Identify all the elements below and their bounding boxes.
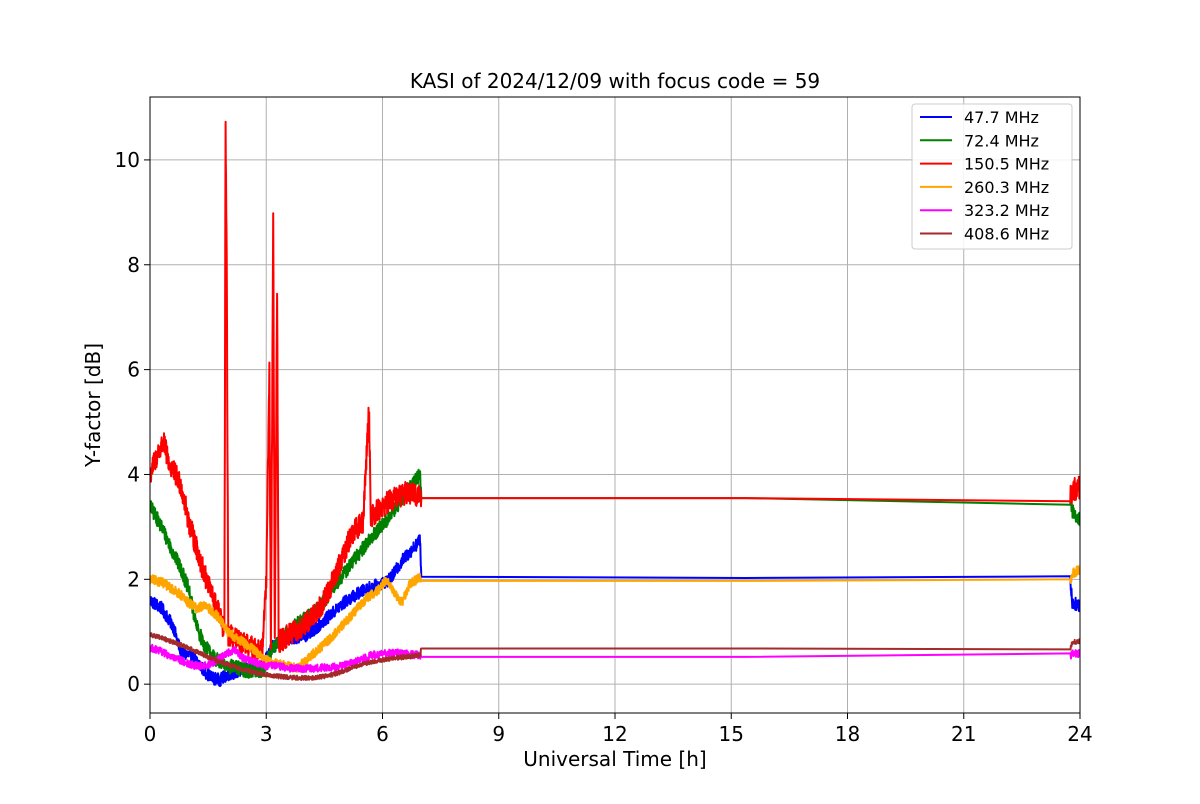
- x-tick-label: 12: [602, 722, 627, 746]
- x-tick-label: 0: [144, 722, 157, 746]
- legend-label: 150.5 MHz: [964, 155, 1049, 174]
- series-line: [150, 643, 1080, 673]
- y-axis-label: Y-factor [dB]: [81, 343, 105, 468]
- series-line: [150, 632, 1080, 681]
- y-tick-label: 8: [127, 253, 140, 277]
- y-tick-label: 2: [127, 567, 140, 591]
- y-tick-label: 4: [127, 462, 140, 486]
- x-tick-label: 3: [260, 722, 273, 746]
- x-tick-label: 15: [719, 722, 744, 746]
- legend-label: 323.2 MHz: [964, 201, 1049, 220]
- x-tick-label: 9: [492, 722, 505, 746]
- legend-label: 47.7 MHz: [964, 108, 1039, 127]
- y-tick-label: 10: [115, 148, 140, 172]
- x-tick-label: 21: [951, 722, 976, 746]
- legend-label: 408.6 MHz: [964, 225, 1049, 244]
- x-tick-label: 18: [835, 722, 860, 746]
- legend-label: 260.3 MHz: [964, 178, 1049, 197]
- series-layer: [150, 120, 1080, 688]
- grid-layer: [149, 97, 1081, 713]
- x-axis-label: Universal Time [h]: [523, 747, 706, 771]
- chart-title: KASI of 2024/12/09 with focus code = 59: [410, 69, 820, 93]
- y-tick-label: 6: [127, 358, 140, 382]
- legend: 47.7 MHz 72.4 MHz 150.5 MHz 260.3 MHz 32…: [911, 103, 1073, 250]
- y-tick-label: 0: [127, 672, 140, 696]
- x-tick-label: 24: [1067, 722, 1092, 746]
- x-tick-label: 6: [376, 722, 389, 746]
- series-line: [150, 120, 1080, 663]
- legend-label: 72.4 MHz: [964, 131, 1039, 150]
